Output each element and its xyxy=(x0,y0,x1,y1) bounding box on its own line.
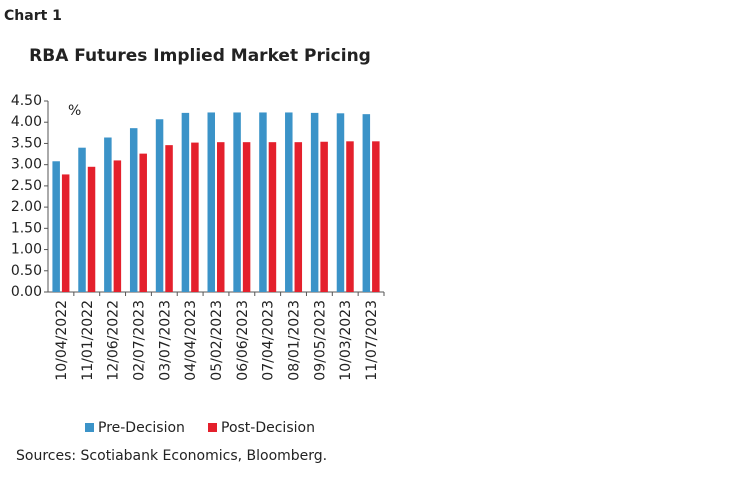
bar xyxy=(372,141,380,292)
chart-label: Chart 1 xyxy=(4,8,62,24)
x-tick-label: 10/03/2023 xyxy=(338,300,354,381)
chart-title: RBA Futures Implied Market Pricing xyxy=(29,46,371,66)
y-unit: % xyxy=(68,103,81,119)
y-tick-label: 1.00 xyxy=(11,242,42,258)
bar xyxy=(242,142,251,292)
y-tick-label: 1.50 xyxy=(11,220,42,236)
legend-label: Pre-Decision xyxy=(98,420,185,436)
source: Sources: Scotiabank Economics, Bloomberg… xyxy=(16,448,327,464)
bar xyxy=(129,128,138,292)
legend-swatch xyxy=(85,423,94,432)
bar xyxy=(207,112,215,293)
bar xyxy=(362,114,371,292)
bar xyxy=(336,113,345,292)
bar xyxy=(52,161,60,292)
x-tick-label: 07/04/2023 xyxy=(261,300,277,381)
y-tick-label: 0.50 xyxy=(11,263,42,279)
x-tick-label: 10/04/2022 xyxy=(54,300,70,381)
bar xyxy=(259,112,267,293)
bar xyxy=(294,142,303,292)
bar xyxy=(87,166,96,292)
bar xyxy=(346,141,354,292)
x-tick-label: 04/04/2023 xyxy=(183,300,199,381)
bar xyxy=(320,141,328,292)
bar xyxy=(61,174,70,292)
x-tick-label: 11/07/2023 xyxy=(364,300,380,381)
x-tick-label: 05/02/2023 xyxy=(209,300,225,381)
x-tick-label: 12/06/2022 xyxy=(106,300,122,381)
y-tick-label: 2.50 xyxy=(11,178,42,194)
x-tick-label: 02/07/2023 xyxy=(131,300,147,381)
x-tick-label: 03/07/2023 xyxy=(157,300,173,381)
bar xyxy=(104,137,112,292)
y-tick-label: 4.50 xyxy=(11,93,42,109)
y-tick-label: 0.00 xyxy=(11,284,42,300)
legend-swatch xyxy=(208,423,217,432)
legend-label: Post-Decision xyxy=(221,420,315,436)
y-tick-label: 3.00 xyxy=(11,157,42,173)
bar xyxy=(113,160,122,292)
x-tick-label: 08/01/2023 xyxy=(287,300,303,381)
y-tick-label: 2.00 xyxy=(11,199,42,215)
bar xyxy=(285,112,293,293)
bar xyxy=(233,112,241,293)
x-tick-label: 06/06/2023 xyxy=(235,300,251,381)
y-tick-label: 3.50 xyxy=(11,135,42,151)
bar xyxy=(155,119,164,292)
y-tick-label: 4.00 xyxy=(11,114,42,130)
x-tick-label: 09/05/2023 xyxy=(312,300,328,381)
bar xyxy=(78,147,86,292)
bar xyxy=(217,142,225,292)
bar xyxy=(268,142,277,292)
bar xyxy=(310,112,319,292)
bar xyxy=(139,153,147,292)
x-tick-label: 11/01/2022 xyxy=(80,300,96,381)
bar xyxy=(191,142,199,292)
bar xyxy=(165,145,173,292)
bar xyxy=(181,112,190,292)
